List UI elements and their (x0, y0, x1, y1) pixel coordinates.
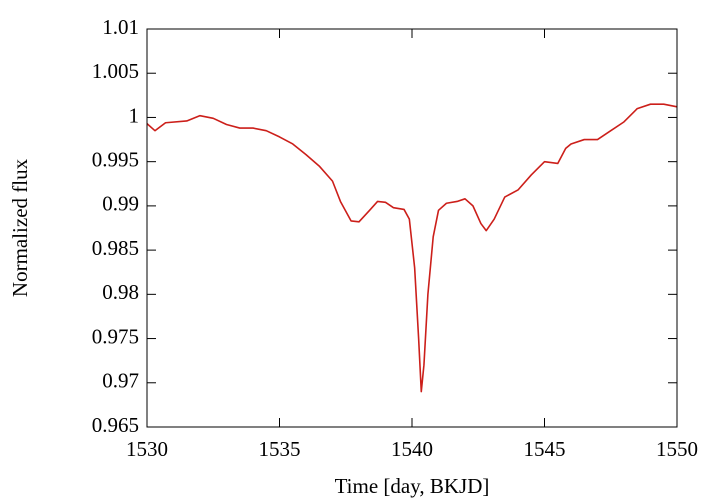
y-tick-label: 1.01 (102, 15, 139, 39)
flux-line (146, 103, 678, 393)
x-tick-label: 1530 (126, 437, 168, 461)
y-axis-label: Normalized flux (8, 158, 32, 297)
x-tick-label: 1535 (259, 437, 301, 461)
y-tick-label: 0.99 (102, 192, 139, 216)
y-tick-label: 0.985 (92, 236, 139, 260)
x-tick-label: 1540 (391, 437, 433, 461)
y-tick-label: 0.975 (92, 324, 139, 348)
y-tick-label: 1 (129, 103, 140, 127)
y-tick-label: 0.995 (92, 147, 139, 171)
x-axis-label: Time [day, BKJD] (335, 474, 490, 498)
y-tick-label: 0.965 (92, 413, 139, 437)
x-tick-label: 1545 (524, 437, 566, 461)
y-tick-label: 0.98 (102, 280, 139, 304)
y-tick-label: 0.97 (102, 369, 139, 393)
x-tick-label: 1550 (656, 437, 698, 461)
y-tick-label: 1.005 (92, 59, 139, 83)
plot-frame (146, 28, 678, 428)
